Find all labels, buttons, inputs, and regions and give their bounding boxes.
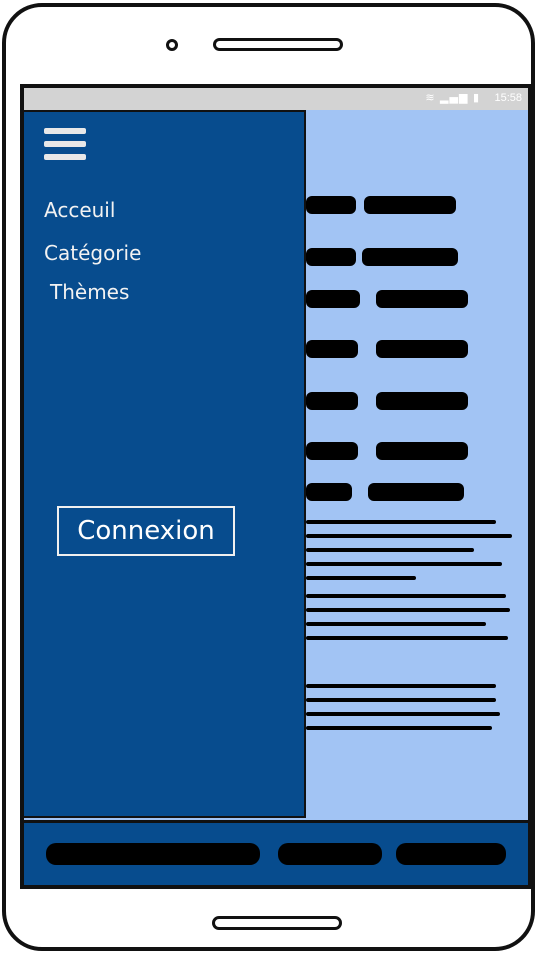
scribble-text [306, 698, 496, 702]
scribble-text [306, 712, 500, 716]
content-area [24, 110, 528, 820]
scribble-text [376, 392, 468, 410]
scribble-text [306, 548, 474, 552]
scribble-text [362, 248, 458, 266]
scribble-text [306, 392, 358, 410]
scribble-text [306, 562, 502, 566]
navigation-drawer: Acceuil Catégorie Thèmes Connexion [24, 110, 306, 818]
scribble-text [306, 726, 492, 730]
scribble-text [306, 248, 356, 266]
scribble-text [306, 576, 416, 580]
scribble-text [278, 843, 382, 865]
scribble-text [306, 520, 496, 524]
scribble-text [396, 843, 506, 865]
menu-item-themes[interactable]: Thèmes [50, 280, 130, 304]
scribble-text [306, 340, 358, 358]
scribble-text [364, 196, 456, 214]
wifi-icon: ≋ [425, 91, 436, 104]
scribble-text [376, 442, 468, 460]
status-time: 15:58 [494, 92, 522, 104]
scribble-text [306, 196, 356, 214]
home-button[interactable] [212, 916, 342, 930]
menu-item-accueil[interactable]: Acceuil [44, 198, 116, 222]
hamburger-menu-icon[interactable] [44, 128, 86, 164]
status-bar: ≋ ▂▄▆ ▮ 15:58 [24, 88, 528, 110]
scribble-text [306, 483, 352, 501]
scribble-text [306, 622, 486, 626]
scribble-text [306, 684, 496, 688]
login-button[interactable]: Connexion [57, 506, 235, 556]
camera-icon [166, 39, 178, 51]
signal-icon: ▂▄▆ [440, 91, 469, 104]
scribble-text [306, 608, 510, 612]
bottom-bar [24, 820, 528, 885]
phone-frame: ≋ ▂▄▆ ▮ 15:58 [2, 3, 535, 951]
scribble-text [376, 290, 468, 308]
screen: ≋ ▂▄▆ ▮ 15:58 [20, 84, 532, 889]
menu-item-categorie[interactable]: Catégorie [44, 241, 142, 265]
scribble-text [368, 483, 464, 501]
scribble-text [46, 843, 260, 865]
scribble-text [306, 290, 360, 308]
scribble-text [306, 442, 358, 460]
scribble-text [306, 636, 508, 640]
scribble-text [306, 594, 506, 598]
scribble-text [376, 340, 468, 358]
scribble-text [306, 534, 512, 538]
battery-icon: ▮ [472, 91, 480, 104]
speaker-grille [213, 38, 343, 51]
